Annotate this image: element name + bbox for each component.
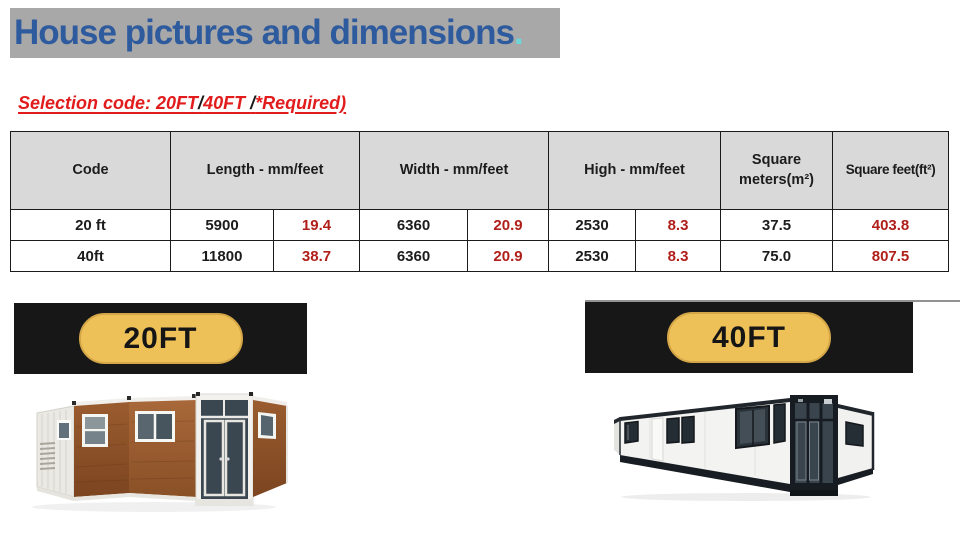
cell-square-feet: 807.5 (832, 240, 950, 272)
house-40ft-right-wing (838, 404, 875, 485)
cell-width-mm: 6360 (359, 240, 468, 272)
badge-banner-40ft: 40FT (585, 302, 913, 373)
badge-banner-20ft: 20FT (14, 303, 307, 374)
cell-length-ft: 38.7 (273, 240, 360, 272)
cell-square-feet: 403.8 (832, 209, 950, 241)
col-header-length: Length - mm/feet (170, 131, 360, 210)
house-photo-20ft (32, 392, 288, 512)
title-period: . (514, 13, 524, 52)
house-20ft-door-unit (195, 392, 254, 506)
dimensions-table: Code Length - mm/feet Width - mm/feet Hi… (10, 131, 950, 272)
house-20ft-right-wall (253, 396, 288, 497)
cell-code: 40ft (10, 240, 171, 272)
house-20ft-wing-wall (74, 402, 129, 501)
col-header-square-meters: Square meters(m²) (720, 131, 834, 210)
badge-pill-20ft: 20FT (78, 313, 243, 364)
cell-length-mm: 11800 (170, 240, 274, 272)
cell-square-meters: 37.5 (720, 209, 834, 241)
house-photo-40ft (614, 395, 875, 501)
banner-top-line (585, 300, 960, 302)
cell-length-mm: 5900 (170, 209, 274, 241)
cell-high-ft: 8.3 (634, 209, 722, 241)
cell-square-meters: 75.0 (720, 240, 834, 272)
cell-width-ft: 20.9 (467, 209, 549, 241)
cell-length-ft: 19.4 (273, 209, 360, 241)
cell-high-mm: 2530 (548, 240, 636, 272)
col-header-high: High - mm/feet (547, 131, 722, 210)
selection-code-part2: 40FT (203, 93, 251, 113)
house-20ft-left-wing (36, 405, 75, 501)
cell-high-ft: 8.3 (634, 240, 722, 272)
col-header-square-feet: Square feet(ft²) (832, 131, 950, 210)
selection-slash-1: / (198, 93, 204, 113)
col-header-width: Width - mm/feet (359, 131, 549, 210)
col-header-code: Code (10, 131, 171, 210)
house-40ft-entry-unit (790, 395, 838, 496)
selection-code-part1: Selection code: 20FT (18, 93, 199, 113)
title-bar: House pictures and dimensions. (10, 8, 560, 58)
cell-high-mm: 2530 (548, 209, 636, 241)
cell-code: 20 ft (10, 209, 171, 241)
house-40ft-main-wall (619, 398, 790, 492)
house-40ft-left-end (614, 417, 620, 455)
table-row-40ft: 40ft 11800 38.7 6360 20.9 2530 8.3 75.0 … (10, 240, 950, 272)
selection-code-part3: *Required) (255, 93, 347, 113)
table-header-row: Code Length - mm/feet Width - mm/feet Hi… (10, 131, 950, 210)
cell-width-ft: 20.9 (467, 240, 549, 272)
page-title: House pictures and dimensions (14, 13, 515, 52)
selection-code-line: Selection code: 20FT/40FT /*Required) (18, 93, 346, 114)
cell-width-mm: 6360 (359, 209, 468, 241)
selection-slash-2: / (250, 93, 256, 113)
badge-pill-40ft: 40FT (667, 312, 831, 363)
house-20ft-main-wall (129, 400, 196, 501)
table-row-20ft: 20 ft 5900 19.4 6360 20.9 2530 8.3 37.5 … (10, 209, 950, 241)
